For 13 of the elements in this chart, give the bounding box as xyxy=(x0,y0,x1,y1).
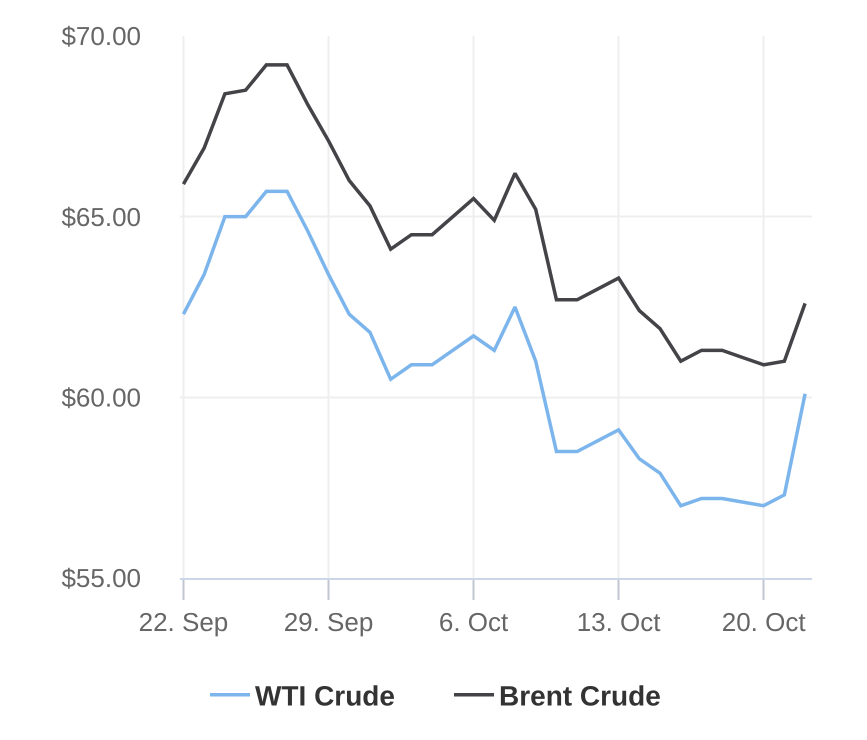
legend-label: WTI Crude xyxy=(255,680,395,712)
y-tick-label: $55.00 xyxy=(61,563,141,594)
x-tick-label: 22. Sep xyxy=(138,607,228,638)
legend-label: Brent Crude xyxy=(499,680,661,712)
x-tick-label: 6. Oct xyxy=(438,607,509,638)
line-series xyxy=(182,63,807,367)
x-tick-label: 13. Oct xyxy=(576,607,662,638)
y-tick-label: $65.00 xyxy=(61,202,141,232)
x-tick-label: 29. Sep xyxy=(284,607,374,638)
line-series xyxy=(182,190,807,508)
y-tick-label: $70.00 xyxy=(61,21,141,52)
x-tick-label: 20. Oct xyxy=(722,607,806,638)
y-tick-label: $60.00 xyxy=(61,382,141,412)
